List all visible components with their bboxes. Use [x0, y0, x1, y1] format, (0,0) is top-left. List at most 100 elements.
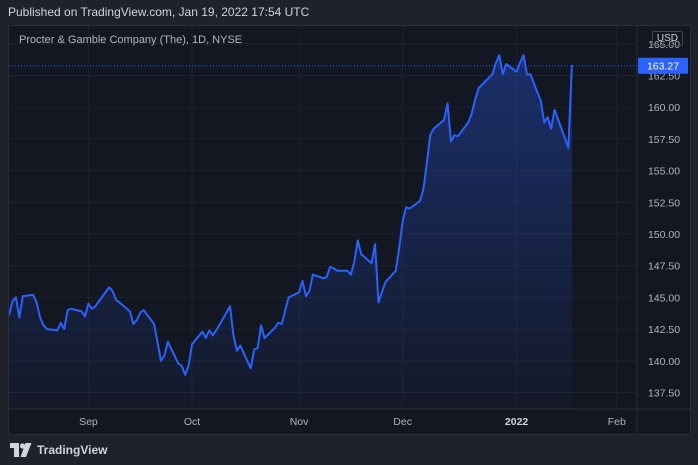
data-point	[63, 328, 65, 330]
x-tick-label: 2022	[505, 416, 529, 428]
y-tick-label: 142.50	[648, 324, 680, 336]
data-point	[42, 324, 45, 326]
data-point	[212, 334, 214, 337]
data-point	[478, 87, 480, 89]
data-point	[87, 303, 90, 305]
data-point	[187, 365, 190, 367]
data-point	[160, 360, 162, 362]
symbol-legend[interactable]: Procter & Gamble Company (The), 1D, NYSE	[19, 34, 243, 46]
x-tick-label: Dec	[393, 416, 412, 428]
data-point	[60, 322, 62, 324]
data-point	[84, 315, 86, 318]
data-point	[94, 305, 96, 307]
last-price-tag	[638, 57, 688, 74]
data-point	[136, 319, 138, 321]
data-point	[32, 294, 34, 296]
y-tick-label: 137.50	[648, 388, 680, 400]
data-point	[398, 247, 400, 249]
area-fill	[9, 55, 572, 410]
data-point	[108, 286, 110, 288]
data-point	[550, 128, 552, 130]
y-tick-label: 155.00	[648, 166, 680, 178]
data-point	[15, 296, 17, 298]
data-point	[457, 135, 459, 137]
data-point	[408, 208, 411, 210]
data-point	[67, 309, 69, 311]
data-point	[225, 312, 228, 314]
data-point	[236, 350, 238, 352]
data-point	[547, 116, 549, 118]
y-tick-label: 165.00	[648, 39, 680, 51]
currency-button[interactable]: USD	[651, 31, 683, 46]
data-point	[118, 301, 121, 304]
data-point	[405, 206, 407, 208]
data-point	[80, 310, 83, 312]
data-point	[491, 73, 494, 75]
tradingview-logo-icon	[10, 443, 32, 457]
data-point	[305, 295, 307, 297]
x-tick-label: Nov	[290, 416, 309, 428]
data-point	[184, 374, 186, 376]
data-point	[298, 291, 300, 293]
data-point	[191, 343, 193, 345]
data-point	[208, 329, 210, 331]
data-point	[274, 327, 276, 329]
data-point	[70, 308, 72, 310]
data-point	[450, 140, 452, 143]
data-point	[426, 162, 428, 164]
data-point	[205, 337, 207, 339]
data-point	[308, 290, 311, 292]
data-point	[115, 299, 117, 301]
data-point	[326, 276, 328, 278]
data-point	[153, 323, 155, 325]
data-point	[36, 301, 38, 304]
y-tick-label: 150.00	[648, 229, 680, 241]
data-point	[232, 334, 235, 337]
data-point	[453, 134, 456, 136]
data-point	[360, 253, 362, 255]
data-point	[350, 273, 352, 276]
tradingview-brand[interactable]: TradingView	[10, 441, 107, 459]
data-point	[332, 267, 335, 269]
data-point	[336, 270, 338, 272]
y-tick-label: 157.50	[648, 134, 680, 146]
y-tick-label: 140.00	[648, 356, 680, 368]
price-chart[interactable]: 165.00162.50160.00157.50155.00152.50150.…	[9, 26, 691, 435]
data-point	[312, 273, 314, 276]
data-point	[11, 300, 14, 302]
x-tick-label: Sep	[79, 416, 98, 428]
data-point	[374, 243, 376, 245]
data-point	[177, 362, 179, 364]
data-point	[56, 329, 58, 331]
data-point	[433, 128, 435, 130]
y-tick-label: 145.00	[648, 292, 680, 304]
data-point	[474, 98, 476, 101]
data-point	[301, 280, 304, 282]
published-header: Published on TradingView.com, Jan 19, 20…	[0, 0, 698, 25]
data-point	[446, 102, 449, 104]
data-point	[322, 277, 324, 279]
data-point	[288, 296, 290, 298]
data-point	[522, 54, 525, 56]
data-point	[250, 367, 252, 370]
data-point	[253, 348, 255, 350]
data-point	[571, 65, 573, 67]
data-point	[357, 239, 359, 241]
data-point	[229, 305, 231, 307]
axes: 165.00162.50160.00157.50155.00152.50150.…	[9, 26, 690, 434]
data-point	[567, 147, 569, 149]
data-point	[260, 324, 262, 326]
chart-panel[interactable]: 165.00 162.50 160.00 157.50 155.00 152.50 150.…	[8, 25, 691, 435]
data-point	[9, 314, 10, 316]
data-point	[370, 262, 373, 264]
data-point	[111, 290, 114, 292]
data-point	[143, 309, 145, 311]
data-point	[395, 270, 397, 272]
y-tick-label: 147.50	[648, 261, 680, 273]
data-point	[498, 54, 500, 56]
data-point	[471, 112, 473, 115]
data-point	[443, 119, 445, 121]
data-point	[239, 344, 241, 347]
x-tick-label: Feb	[608, 416, 626, 428]
footer: TradingView	[0, 435, 698, 465]
